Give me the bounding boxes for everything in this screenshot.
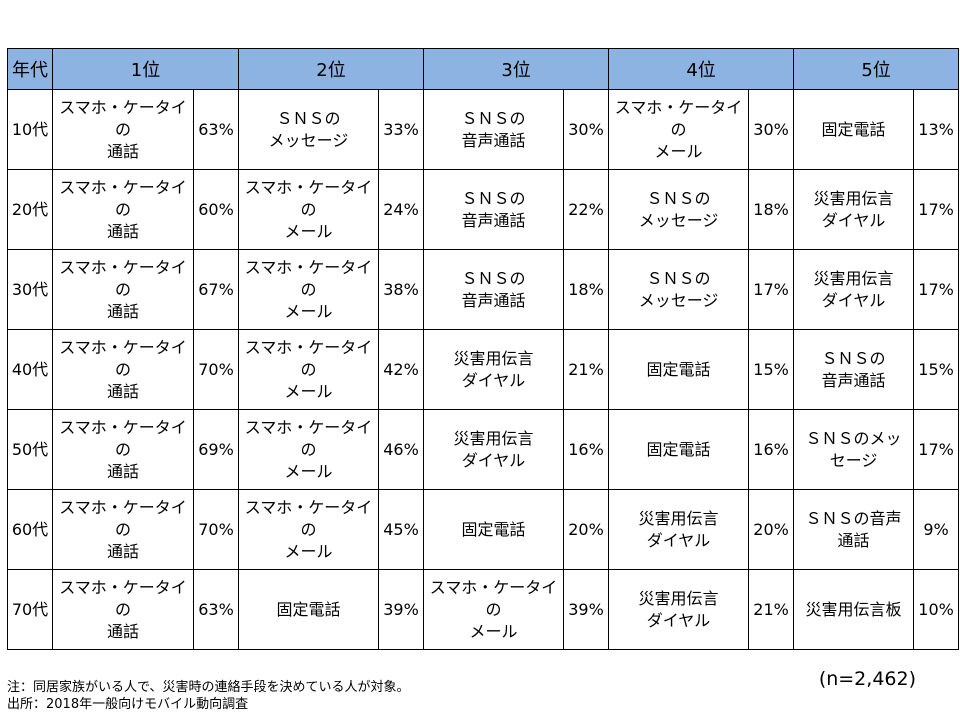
item-cell: スマホ・ケータイの 通話: [52, 249, 194, 330]
percent-cell: 20%: [748, 489, 795, 570]
percent-cell: 69%: [192, 409, 240, 490]
percent-cell: 60%: [192, 169, 240, 250]
header-rank-1: 1位: [51, 48, 240, 90]
item-cell: スマホ・ケータイの メール: [238, 169, 380, 250]
item-cell: スマホ・ケータイの メール: [238, 249, 380, 330]
item-cell: スマホ・ケータイの メール: [238, 409, 380, 490]
age-cell: 60代: [7, 489, 53, 570]
percent-cell: 70%: [192, 329, 240, 410]
age-cell: 20代: [7, 169, 53, 250]
header-age: 年代: [7, 48, 53, 90]
item-cell: 災害用伝言 ダイヤル: [793, 169, 915, 250]
item-cell: ＳＮＳの メッセージ: [608, 249, 750, 330]
item-cell: ＳＮＳの 音声通話: [423, 169, 565, 250]
percent-cell: 17%: [748, 249, 795, 330]
item-cell: スマホ・ケータイの 通話: [52, 569, 194, 650]
item-cell: スマホ・ケータイの メール: [238, 489, 380, 570]
item-cell: 災害用伝言 ダイヤル: [793, 249, 915, 330]
table-body: 10代 スマホ・ケータイの 通話 63% ＳＮＳの メッセージ 33% ＳＮＳの 音声通話…: [7, 89, 960, 650]
item-cell: ＳＮＳの メッセージ: [608, 169, 750, 250]
item-cell: ＳＮＳのメッ セージ: [793, 409, 915, 490]
percent-cell: 30%: [563, 89, 610, 170]
header-rank-5: 5位: [793, 48, 960, 90]
header-row: 年代 1位 2位 3位 4位 5位: [7, 48, 960, 90]
age-cell: 50代: [7, 409, 53, 490]
sample-size: (n=2,462): [818, 668, 916, 690]
age-cell: 40代: [7, 329, 53, 410]
age-cell: 70代: [7, 569, 53, 650]
age-cell: 30代: [7, 249, 53, 330]
item-cell: 固定電話: [238, 569, 380, 650]
table-row: 20代 スマホ・ケータイの 通話 60% スマホ・ケータイの メール 24% ＳＮＳの 音…: [7, 169, 960, 250]
item-cell: 災害用伝言 ダイヤル: [423, 329, 565, 410]
percent-cell: 9%: [913, 489, 960, 570]
table-row: 30代 スマホ・ケータイの 通話 67% スマホ・ケータイの メール 38% ＳＮＳの 音…: [7, 249, 960, 330]
item-cell: スマホ・ケータイの メール: [608, 89, 750, 170]
percent-cell: 30%: [748, 89, 795, 170]
percent-cell: 39%: [378, 569, 425, 650]
item-cell: スマホ・ケータイの 通話: [52, 329, 194, 410]
age-cell: 10代: [7, 89, 53, 170]
item-cell: ＳＮＳの メッセージ: [238, 89, 380, 170]
percent-cell: 21%: [748, 569, 795, 650]
item-cell: ＳＮＳの音声 通話: [793, 489, 915, 570]
item-cell: 災害用伝言 ダイヤル: [608, 489, 750, 570]
percent-cell: 45%: [378, 489, 425, 570]
ranking-table: 年代 1位 2位 3位 4位 5位 10代 スマホ・ケータイの 通話 63% ＳＮＳの…: [7, 48, 960, 650]
item-cell: 災害用伝言 ダイヤル: [608, 569, 750, 650]
percent-cell: 42%: [378, 329, 425, 410]
item-cell: ＳＮＳの 音声通話: [423, 249, 565, 330]
item-cell: スマホ・ケータイの 通話: [52, 89, 194, 170]
header-rank-2: 2位: [238, 48, 425, 90]
percent-cell: 13%: [913, 89, 960, 170]
percent-cell: 21%: [563, 329, 610, 410]
percent-cell: 63%: [192, 569, 240, 650]
item-cell: 固定電話: [793, 89, 915, 170]
percent-cell: 17%: [913, 169, 960, 250]
percent-cell: 16%: [563, 409, 610, 490]
percent-cell: 33%: [378, 89, 425, 170]
item-cell: スマホ・ケータイの 通話: [52, 489, 194, 570]
source-text: 出所：2018年一般向けモバイル動向調査: [7, 697, 249, 712]
percent-cell: 18%: [563, 249, 610, 330]
item-cell: 固定電話: [608, 409, 750, 490]
percent-cell: 38%: [378, 249, 425, 330]
item-cell: スマホ・ケータイの メール: [423, 569, 565, 650]
percent-cell: 10%: [913, 569, 960, 650]
table-row: 60代 スマホ・ケータイの 通話 70% スマホ・ケータイの メール 45% 固定電話 20…: [7, 489, 960, 570]
item-cell: スマホ・ケータイの メール: [238, 329, 380, 410]
percent-cell: 15%: [748, 329, 795, 410]
percent-cell: 67%: [192, 249, 240, 330]
percent-cell: 15%: [913, 329, 960, 410]
item-cell: スマホ・ケータイの 通話: [52, 409, 194, 490]
item-cell: スマホ・ケータイの 通話: [52, 169, 194, 250]
item-cell: 固定電話: [423, 489, 565, 570]
table-row: 70代 スマホ・ケータイの 通話 63% 固定電話 39% スマホ・ケータイの メール 39…: [7, 569, 960, 650]
percent-cell: 17%: [913, 409, 960, 490]
percent-cell: 46%: [378, 409, 425, 490]
header-rank-3: 3位: [423, 48, 610, 90]
percent-cell: 22%: [563, 169, 610, 250]
header-rank-4: 4位: [608, 48, 795, 90]
item-cell: 災害用伝言 ダイヤル: [423, 409, 565, 490]
percent-cell: 20%: [563, 489, 610, 570]
percent-cell: 16%: [748, 409, 795, 490]
percent-cell: 24%: [378, 169, 425, 250]
table-row: 50代 スマホ・ケータイの 通話 69% スマホ・ケータイの メール 46% 災害用伝言 …: [7, 409, 960, 490]
percent-cell: 63%: [192, 89, 240, 170]
percent-cell: 70%: [192, 489, 240, 570]
item-cell: ＳＮＳの 音声通話: [423, 89, 565, 170]
percent-cell: 18%: [748, 169, 795, 250]
percent-cell: 17%: [913, 249, 960, 330]
table-row: 10代 スマホ・ケータイの 通話 63% ＳＮＳの メッセージ 33% ＳＮＳの 音声通話…: [7, 89, 960, 170]
percent-cell: 39%: [563, 569, 610, 650]
note-text: 注：同居家族がいる人で、災害時の連絡手段を決めている人が対象。: [7, 680, 410, 695]
table-row: 40代 スマホ・ケータイの 通話 70% スマホ・ケータイの メール 42% 災害用伝言 …: [7, 329, 960, 410]
item-cell: 災害用伝言板: [793, 569, 915, 650]
item-cell: ＳＮＳの 音声通話: [793, 329, 915, 410]
item-cell: 固定電話: [608, 329, 750, 410]
